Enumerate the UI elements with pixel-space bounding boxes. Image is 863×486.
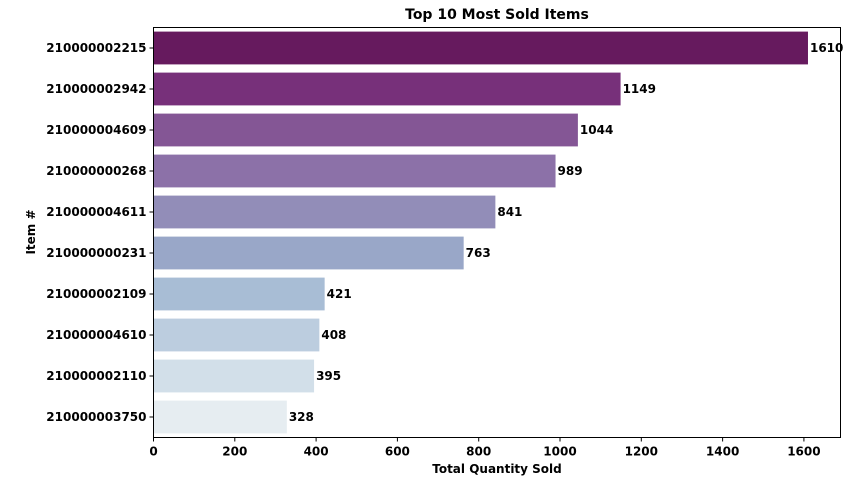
y-tick-label: 210000002942 (46, 82, 146, 96)
bar-value-label: 841 (497, 205, 522, 219)
bar-210000002109 (153, 277, 325, 311)
bar-value-label: 408 (321, 328, 346, 342)
y-tick-label: 210000002109 (46, 287, 146, 301)
x-tick-label: 800 (466, 445, 491, 459)
y-tick-label: 210000004610 (46, 328, 146, 342)
x-tick-label: 1600 (787, 445, 820, 459)
bar-210000004610 (153, 318, 320, 352)
bar-210000004611 (153, 195, 496, 229)
x-axis-ticks: 0 200 400 600 800 1000 1200 1400 1600 (149, 437, 821, 459)
x-tick-label: 600 (385, 445, 410, 459)
bar-210000000268 (153, 154, 556, 188)
y-axis-ticks: 210000002215 210000002942 210000004609 2100… (46, 41, 154, 424)
bar-value-label: 1044 (580, 123, 613, 137)
plot-frame (153, 27, 841, 438)
bar-210000000231 (153, 236, 464, 270)
bar-value-label: 328 (289, 410, 314, 424)
x-tick-label: 400 (304, 445, 329, 459)
x-tick-label: 1200 (625, 445, 658, 459)
y-tick-label: 210000004611 (46, 205, 146, 219)
bar-210000002215 (153, 31, 808, 65)
bar-value-label: 395 (316, 369, 341, 383)
bar-value-label: 1610 (810, 41, 843, 55)
y-tick-label: 210000000231 (46, 246, 146, 260)
bar-value-label: 989 (558, 164, 583, 178)
bar-210000002110 (153, 359, 315, 393)
x-tick-label: 1400 (706, 445, 739, 459)
x-axis-label: Total Quantity Sold (432, 462, 562, 476)
bar-value-label: 421 (327, 287, 352, 301)
bar-210000004609 (153, 113, 578, 147)
bar-value-label: 1149 (623, 82, 656, 96)
y-tick-label: 210000002110 (46, 369, 146, 383)
bar-210000002942 (153, 72, 621, 106)
x-tick-label: 200 (222, 445, 247, 459)
bars-group: 1610 1149 1044 989 841 763 421 408 395 328 (153, 31, 843, 434)
y-tick-label: 210000002215 (46, 41, 146, 55)
y-tick-label: 210000004609 (46, 123, 146, 137)
y-tick-label: 210000000268 (46, 164, 146, 178)
x-tick-label: 1000 (543, 445, 576, 459)
y-tick-label: 210000003750 (46, 410, 146, 424)
x-tick-label: 0 (149, 445, 157, 459)
bar-210000003750 (153, 400, 287, 434)
bar-value-label: 763 (466, 246, 491, 260)
y-axis-label: Item # (24, 209, 38, 254)
chart-title: Top 10 Most Sold Items (405, 7, 589, 23)
